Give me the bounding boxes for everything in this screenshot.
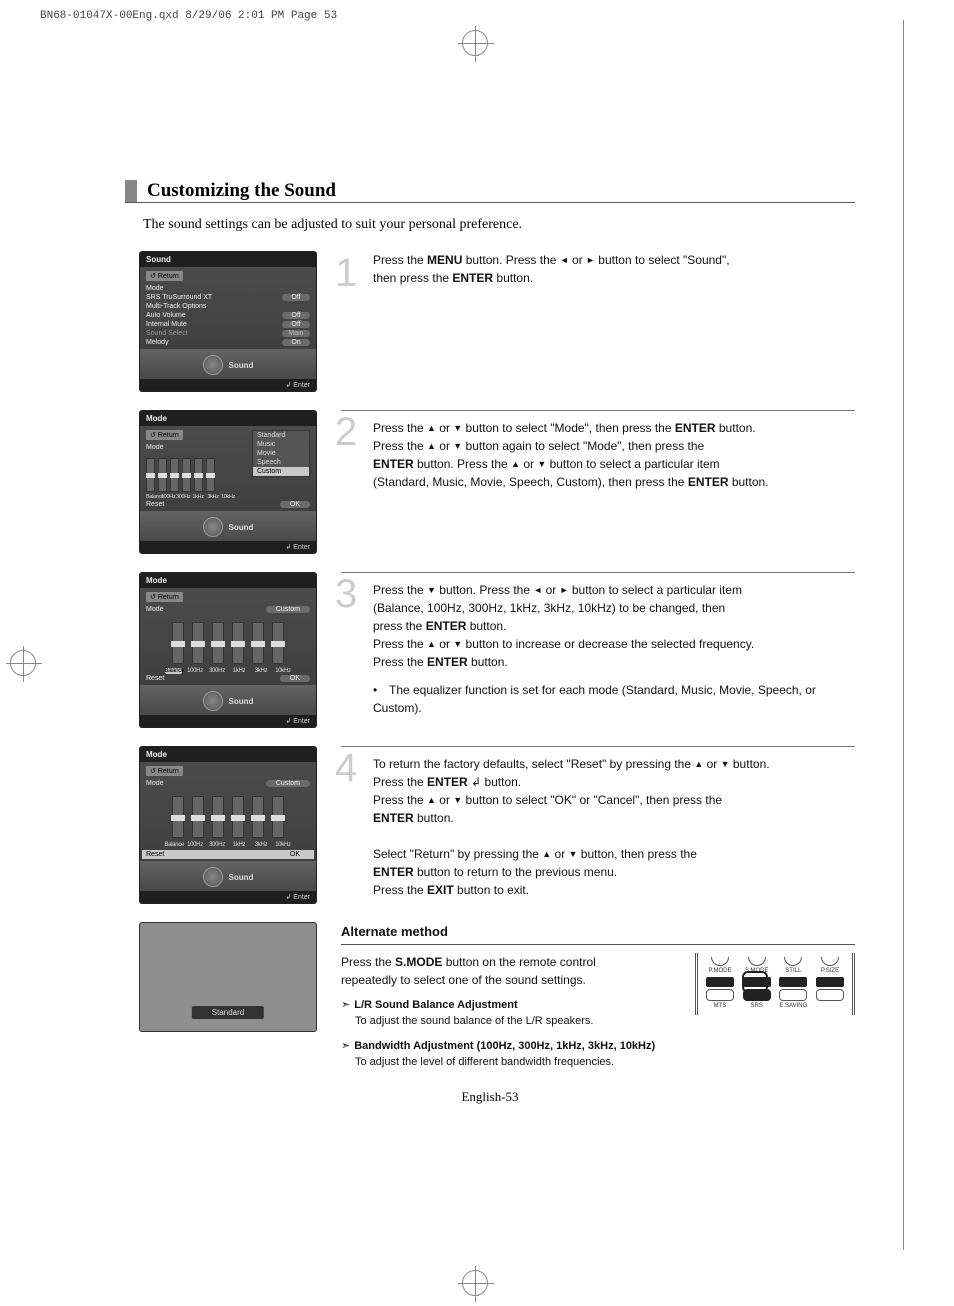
osd-return: Return bbox=[146, 271, 183, 281]
osd-item: MelodyOn bbox=[146, 338, 310, 347]
step-text: Press the MENU button. Press the ◄ or ► … bbox=[373, 251, 855, 287]
osd-enter-hint: Enter bbox=[140, 715, 316, 727]
osd-reset: Reset bbox=[146, 675, 164, 682]
equalizer-sliders bbox=[146, 458, 216, 492]
left-arrow-icon: ◄ bbox=[533, 584, 542, 598]
osd-ok: OK bbox=[280, 675, 310, 682]
down-arrow-icon: ▼ bbox=[453, 638, 462, 652]
down-arrow-icon: ▼ bbox=[453, 794, 462, 808]
down-arrow-icon: ▼ bbox=[453, 422, 462, 436]
osd-ok: OK bbox=[280, 851, 310, 858]
osd-item: Multi-Track Options bbox=[146, 302, 310, 311]
up-arrow-icon: ▲ bbox=[427, 794, 436, 808]
osd-return: Return bbox=[146, 430, 183, 440]
osd-item: Auto VolumeOff bbox=[146, 311, 310, 320]
up-arrow-icon: ▲ bbox=[427, 440, 436, 454]
osd-sound-menu: Sound Return ModeSRS TruSurround XTOffMu… bbox=[139, 251, 317, 392]
sound-icon: Sound bbox=[203, 517, 254, 537]
down-arrow-icon: ▼ bbox=[537, 458, 546, 472]
step-text: Press the ▲ or ▼ button to select "Mode"… bbox=[373, 419, 855, 491]
osd-title: Mode bbox=[140, 573, 316, 588]
osd-ok: OK bbox=[280, 501, 310, 508]
sound-icon: Sound bbox=[203, 691, 254, 711]
osd-mode-options: StandardMusicMovieSpeechCustom bbox=[252, 430, 310, 477]
osd-mode-label: Mode bbox=[146, 780, 164, 787]
alternate-method-text-2: ➣Bandwidth Adjustment (100Hz, 300Hz, 1kH… bbox=[341, 1036, 855, 1071]
osd-item: Sound SelectMain bbox=[146, 329, 310, 338]
alternate-method-title: Alternate method bbox=[341, 922, 855, 945]
osd-return: Return bbox=[146, 766, 183, 776]
osd-equalizer: Mode Return ModeCustom Balance100Hz300Hz… bbox=[139, 572, 317, 728]
osd-mode-value: Custom bbox=[266, 780, 310, 787]
osd-title: Sound bbox=[140, 252, 316, 267]
osd-enter-hint: Enter bbox=[140, 379, 316, 391]
osd-equalizer-reset: Mode Return Mode Custom Balance100Hz300Hz… bbox=[139, 746, 317, 904]
osd-mode-value: Custom bbox=[266, 606, 310, 613]
section-title-bar: Customizing the Sound bbox=[125, 180, 855, 203]
step-text: Press the ▼ button. Press the ◄ or ► but… bbox=[373, 581, 855, 671]
step-number: 3 bbox=[335, 564, 357, 624]
page-title: Customizing the Sound bbox=[147, 180, 336, 202]
standard-popup: Standard bbox=[139, 922, 317, 1032]
osd-enter-hint: Enter bbox=[140, 541, 316, 553]
osd-mode-label: Mode bbox=[146, 444, 164, 451]
page-number: English-53 bbox=[125, 1089, 855, 1105]
step-number: 1 bbox=[335, 243, 357, 303]
down-arrow-icon: ▼ bbox=[721, 758, 730, 772]
registration-mark-icon bbox=[462, 30, 488, 56]
chevron-icon: ➣ bbox=[341, 999, 350, 1011]
osd-enter-hint: Enter bbox=[140, 891, 316, 903]
osd-title: Mode bbox=[140, 411, 316, 426]
osd-mode-list: Mode Return StandardMusicMovieSpeechCust… bbox=[139, 410, 317, 554]
chevron-icon: ➣ bbox=[341, 1040, 350, 1052]
up-arrow-icon: ▲ bbox=[427, 422, 436, 436]
standard-label: Standard bbox=[192, 1006, 264, 1019]
osd-title: Mode bbox=[140, 747, 316, 762]
equalizer-sliders bbox=[146, 622, 310, 664]
step-number: 2 bbox=[335, 402, 357, 462]
down-arrow-icon: ▼ bbox=[427, 584, 436, 598]
step-text: To return the factory defaults, select "… bbox=[373, 755, 855, 899]
enter-icon: ↲ bbox=[471, 775, 481, 789]
up-arrow-icon: ▲ bbox=[694, 758, 703, 772]
osd-item: Internal MuteOff bbox=[146, 320, 310, 329]
intro-text: The sound settings can be adjusted to su… bbox=[143, 217, 855, 233]
osd-reset: Reset bbox=[146, 501, 164, 508]
equalizer-sliders bbox=[146, 796, 310, 838]
sound-icon: Sound bbox=[203, 867, 254, 887]
osd-reset-selected: Reset bbox=[146, 851, 164, 858]
registration-mark-icon bbox=[462, 1270, 488, 1296]
crop-line bbox=[903, 20, 904, 1250]
print-header: BN68-01047X-00Eng.qxd 8/29/06 2:01 PM Pa… bbox=[40, 10, 337, 22]
right-arrow-icon: ► bbox=[560, 584, 569, 598]
sound-icon: Sound bbox=[203, 355, 254, 375]
up-arrow-icon: ▲ bbox=[511, 458, 520, 472]
left-arrow-icon: ◄ bbox=[560, 254, 569, 268]
osd-mode-label: Mode bbox=[146, 606, 164, 613]
right-arrow-icon: ► bbox=[586, 254, 595, 268]
up-arrow-icon: ▲ bbox=[542, 848, 551, 862]
osd-item: SRS TruSurround XTOff bbox=[146, 293, 310, 302]
step-note: •The equalizer function is set for each … bbox=[373, 681, 855, 717]
up-arrow-icon: ▲ bbox=[427, 638, 436, 652]
registration-mark-icon bbox=[10, 650, 36, 676]
title-marker-icon bbox=[125, 180, 137, 202]
remote-control-diagram: P.MODES.MODESTILLP.SIZE MTSSRSE.SAVING bbox=[695, 953, 855, 1015]
osd-return: Return bbox=[146, 592, 183, 602]
equalizer-labels: Balance100Hz300Hz1kHz3kHz10kHz bbox=[146, 842, 310, 848]
down-arrow-icon: ▼ bbox=[453, 440, 462, 454]
alternate-method-text: Press the S.MODE button on the remote co… bbox=[341, 953, 675, 1030]
step-number: 4 bbox=[335, 738, 357, 798]
osd-item: Mode bbox=[146, 284, 310, 293]
